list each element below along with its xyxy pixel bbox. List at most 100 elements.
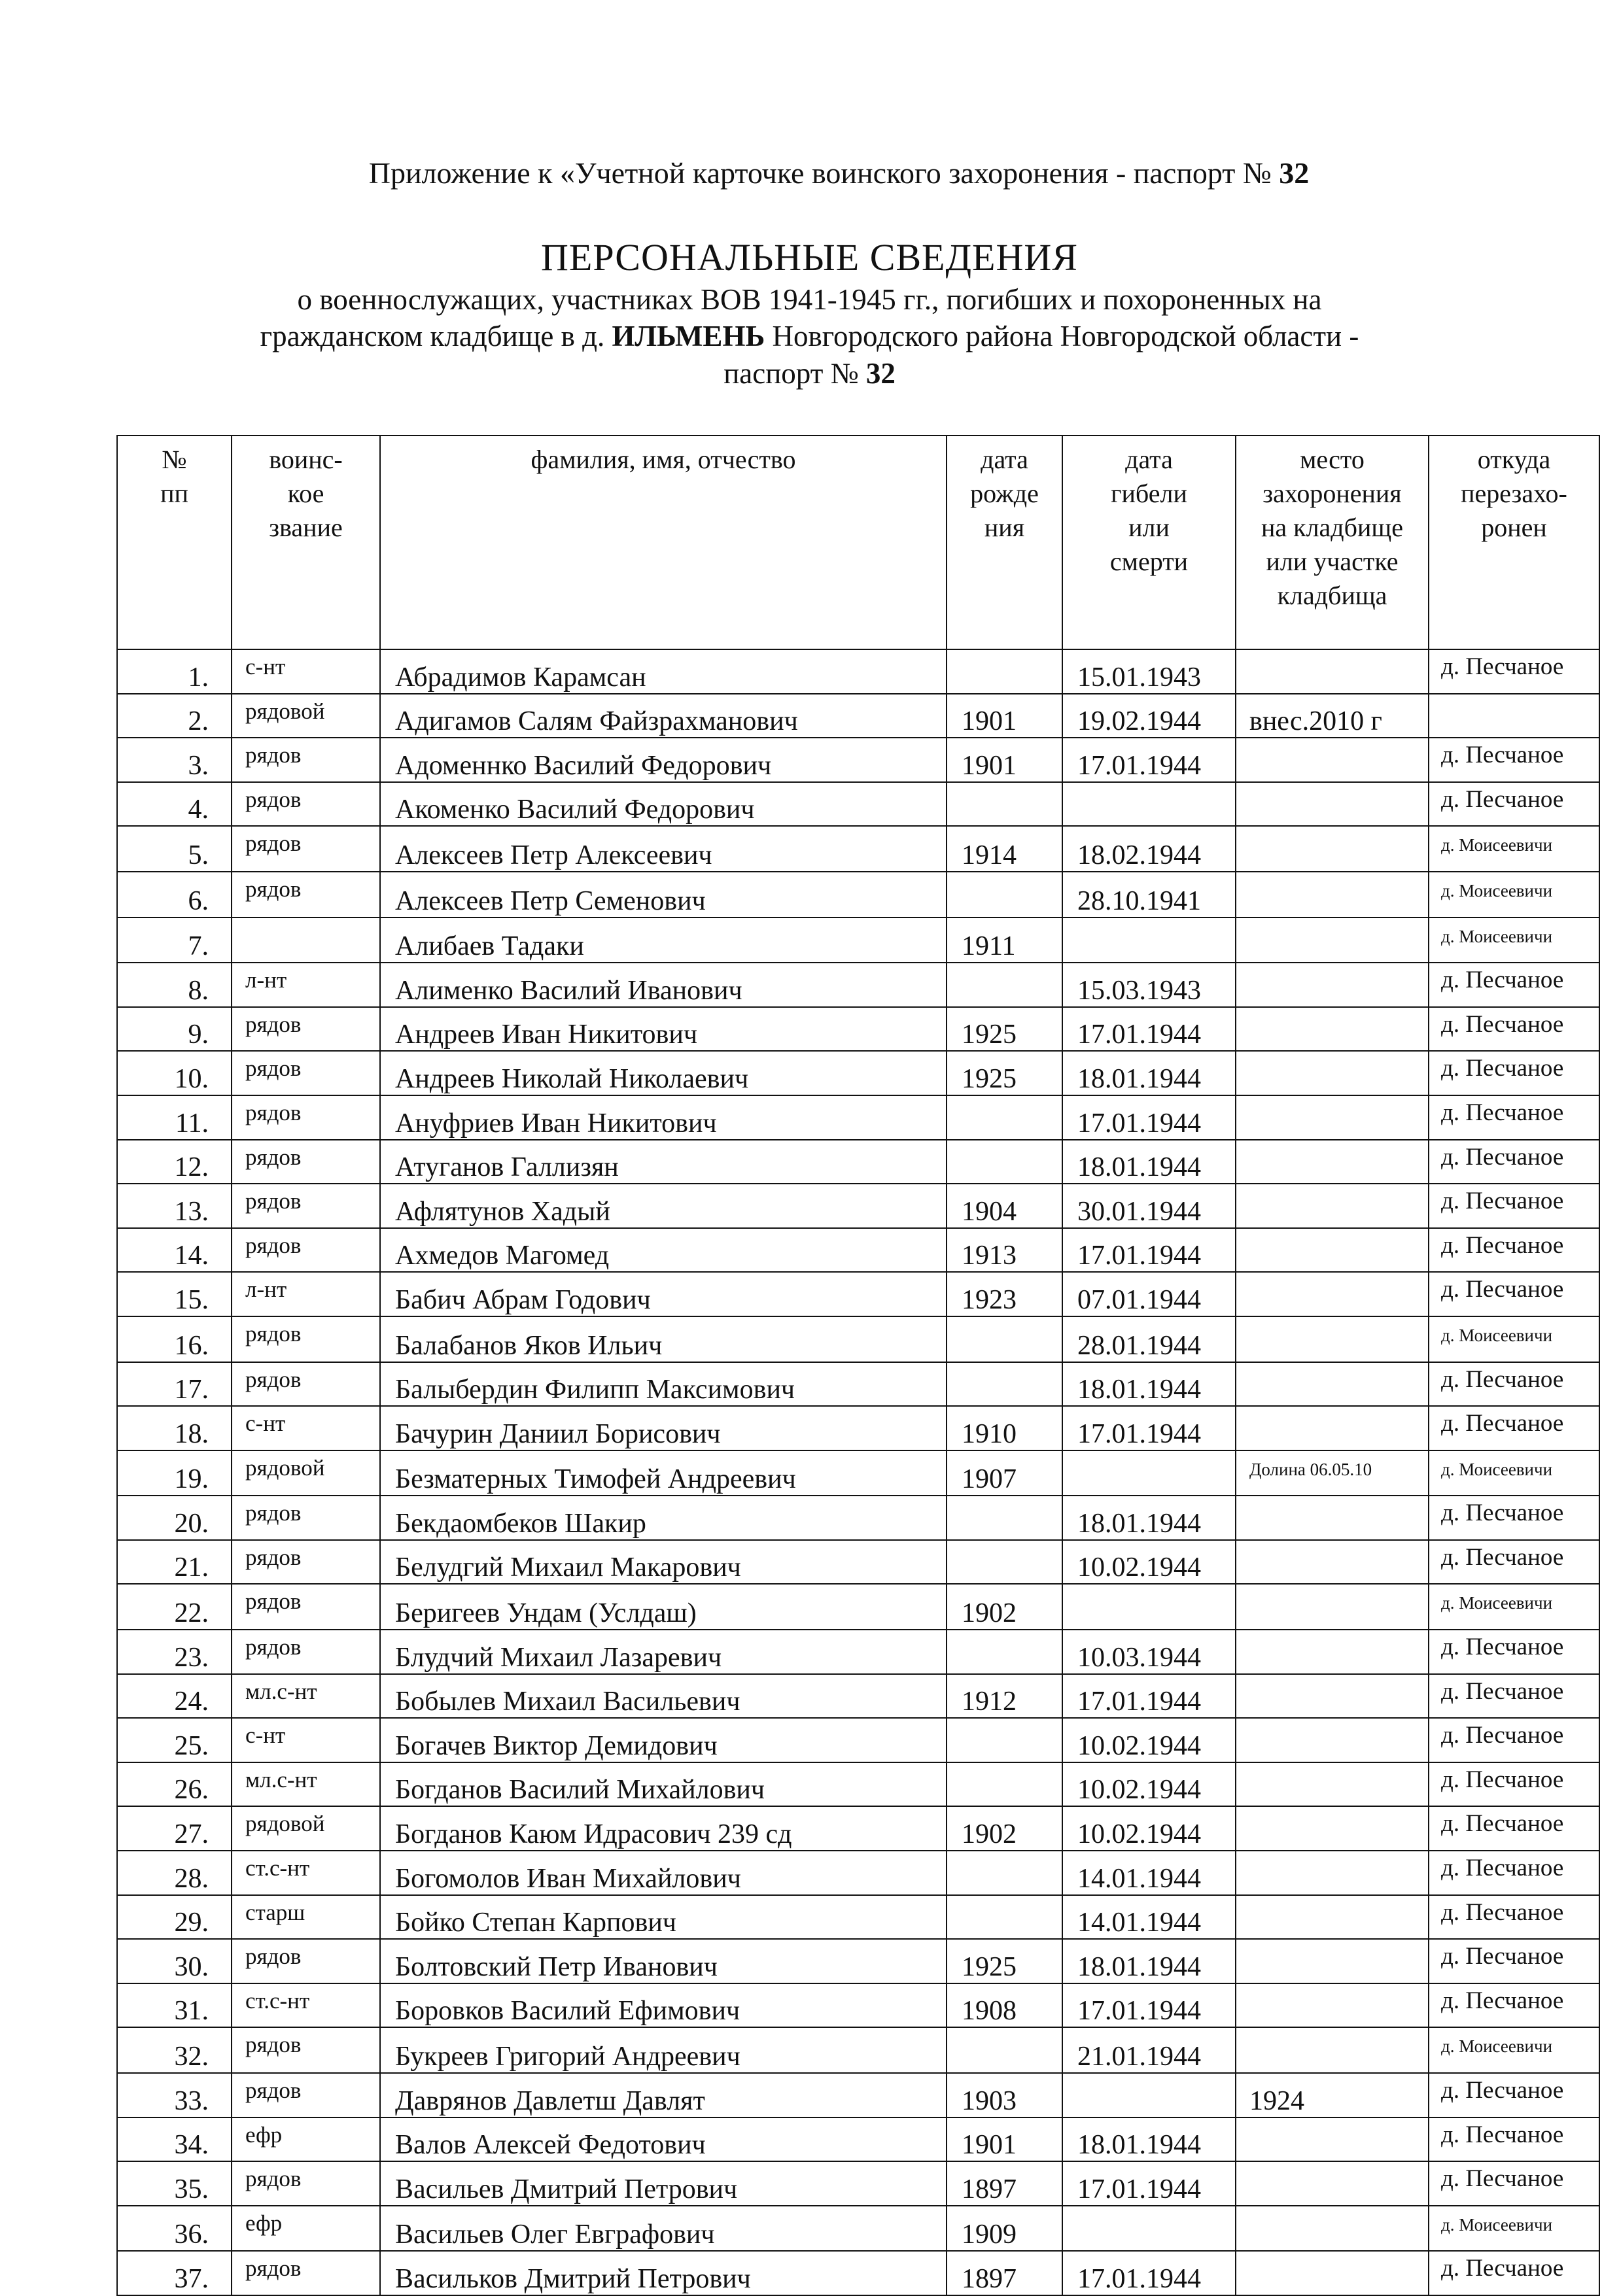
cell-birth: 1913 (946, 1227, 1063, 1273)
cell-death: 10.03.1944 (1062, 1629, 1236, 1675)
cell-number: 15. (116, 1271, 232, 1317)
table-row: 15. л-нт Бабич Абрам Годович 1923 07.01.1944… (116, 1271, 1600, 1317)
cell-burial-place (1235, 1405, 1429, 1451)
cell-burial-place (1235, 1761, 1429, 1808)
cell-burial-place (1235, 1271, 1429, 1317)
cell-death: 18.01.1944 (1062, 1050, 1236, 1096)
cell-reburied-from: д. Песчаное (1428, 1539, 1600, 1585)
cell-rank: рядов (231, 825, 381, 872)
cell-reburied-from: д. Песчаное (1428, 1673, 1600, 1719)
cell-reburied-from: д. Песчаное (1428, 2116, 1600, 2163)
cell-reburied-from: д. Песчаное (1428, 1629, 1600, 1675)
cell-burial-place (1235, 1850, 1429, 1896)
cell-reburied-from: д. Песчаное (1428, 1717, 1600, 1763)
cell-death (1062, 2072, 1236, 2118)
table-row: 16. рядов Балабанов Яков Ильич 28.01.1944 д.… (116, 1315, 1600, 1363)
cell-burial-place (1235, 2027, 1429, 2074)
cell-burial-place (1235, 870, 1429, 918)
table-row: 22. рядов Беригеев Ундам (Услдаш) 1902 д. Мо… (116, 1583, 1600, 1631)
cell-rank: л-нт (231, 962, 381, 1008)
cell-burial-place (1235, 1315, 1429, 1363)
cell-name: Бачурин Даниил Борисович (379, 1405, 947, 1451)
table-row: 18. с-нт Бачурин Даниил Борисович 1910 17.01… (116, 1405, 1600, 1451)
cell-name: Балыбердин Филипп Максимович (379, 1361, 947, 1407)
header-col-name: фамилия, имя, отчество (379, 435, 947, 650)
cell-birth: 1901 (946, 693, 1063, 739)
table-row: 20. рядов Бекдаомбеков Шакир 18.01.1944 д. П… (116, 1495, 1600, 1541)
cell-number: 34. (116, 2116, 232, 2163)
cell-death: 10.02.1944 (1062, 1806, 1236, 1852)
cell-rank: ефр (231, 2116, 381, 2163)
cell-death: 18.01.1944 (1062, 1361, 1236, 1407)
table-row: 34. ефр Валов Алексей Федотович 1901 18.01.1… (116, 2116, 1600, 2163)
cell-death: 28.10.1941 (1062, 870, 1236, 918)
table-row: 13. рядов Афлятунов Хадый 1904 30.01.1944 д. … (116, 1183, 1600, 1229)
cell-reburied-from: д. Песчаное (1428, 1495, 1600, 1541)
cell-burial-place (1235, 1938, 1429, 1984)
cell-name: Беригеев Ундам (Услдаш) (379, 1583, 947, 1631)
cell-birth (946, 1850, 1063, 1896)
cell-burial-place (1235, 1673, 1429, 1719)
cell-name: Бабич Абрам Годович (379, 1271, 947, 1317)
cell-burial-place (1235, 737, 1429, 783)
cell-burial-place (1235, 1894, 1429, 1940)
passport-number: 32 (1279, 156, 1310, 190)
cell-reburied-from: д. Песчаное (1428, 1006, 1600, 1052)
cell-death: 10.02.1944 (1062, 1539, 1236, 1585)
table-row: 17. рядов Балыбердин Филипп Максимович 18.0… (116, 1361, 1600, 1407)
cell-number: 27. (116, 1806, 232, 1852)
cell-number: 21. (116, 1539, 232, 1585)
cell-number: 18. (116, 1405, 232, 1451)
cell-name: Алименко Василий Иванович (379, 962, 947, 1008)
cell-birth (946, 1761, 1063, 1808)
cell-rank: рядов (231, 2027, 381, 2074)
cell-reburied-from: д. Песчаное (1428, 1894, 1600, 1940)
cell-number: 31. (116, 1982, 232, 2029)
cell-rank: с-нт (231, 649, 381, 694)
cell-rank: рядов (231, 2250, 381, 2296)
cell-rank: ст.с-нт (231, 1982, 381, 2029)
cell-burial-place (1235, 962, 1429, 1008)
cell-name: Абрадимов Карамсан (379, 649, 947, 694)
table-row: 14. рядов Ахмедов Магомед 1913 17.01.1944 д. … (116, 1227, 1600, 1273)
cell-burial-place: 1924 (1235, 2072, 1429, 2118)
cell-rank: с-нт (231, 1405, 381, 1451)
cell-burial-place (1235, 2250, 1429, 2296)
cell-birth (946, 1094, 1063, 1140)
cell-number: 2. (116, 693, 232, 739)
cell-name: Алексеев Петр Алексеевич (379, 825, 947, 872)
table-row: 35. рядов Васильев Дмитрий Петрович 1897 17.… (116, 2161, 1600, 2206)
cell-birth: 1925 (946, 1938, 1063, 1984)
cell-name: Бойко Степан Карпович (379, 1894, 947, 1940)
cell-name: Богданов Каюм Идрасович 239 сд (379, 1806, 947, 1852)
header-col-burial-place: место захоронения на кладбище или участк… (1235, 435, 1429, 650)
cell-name: Богачев Виктор Демидович (379, 1717, 947, 1763)
cell-death: 28.01.1944 (1062, 1315, 1236, 1363)
appendix-heading: Приложение к «Учетной карточке воинского… (0, 156, 1619, 190)
cell-rank (231, 916, 381, 964)
table-row: 25. с-нт Богачев Виктор Демидович 10.02.194… (116, 1717, 1600, 1763)
cell-number: 7. (116, 916, 232, 964)
cell-rank: рядов (231, 1938, 381, 1984)
cell-number: 22. (116, 1583, 232, 1631)
subtitle-line-2: гражданском кладбище в д. ИЛЬМЕНЬ Новгор… (0, 319, 1619, 353)
cell-number: 19. (116, 1449, 232, 1497)
cell-number: 5. (116, 825, 232, 872)
cell-death (1062, 916, 1236, 964)
cell-number: 28. (116, 1850, 232, 1896)
cell-reburied-from: д. Песчаное (1428, 781, 1600, 827)
cell-birth (946, 962, 1063, 1008)
cell-birth: 1908 (946, 1982, 1063, 2029)
subtitle-text: Новгородского района Новгородской област… (765, 320, 1359, 352)
cell-name: Боровков Василий Ефимович (379, 1982, 947, 2029)
cell-number: 3. (116, 737, 232, 783)
cell-death: 17.01.1944 (1062, 737, 1236, 783)
appendix-text: Приложение к «Учетной карточке воинского… (368, 156, 1280, 190)
cell-name: Андреев Николай Николаевич (379, 1050, 947, 1096)
cell-death: 18.01.1944 (1062, 1938, 1236, 1984)
table-row: 36. ефр Васильев Олег Евграфович 1909 д. Мои… (116, 2204, 1600, 2252)
cell-death: 30.01.1944 (1062, 1183, 1236, 1229)
cell-rank: л-нт (231, 1271, 381, 1317)
cell-death (1062, 1449, 1236, 1497)
cell-name: Адоменнко Василий Федорович (379, 737, 947, 783)
